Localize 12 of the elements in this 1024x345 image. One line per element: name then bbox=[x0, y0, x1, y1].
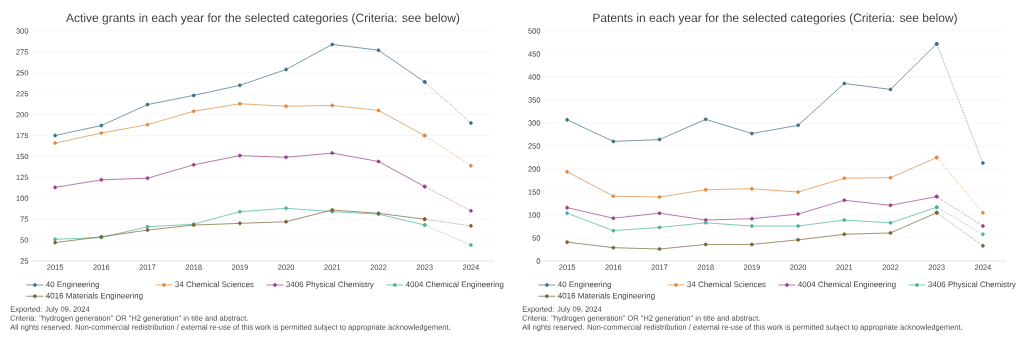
chart-title: Active grants in each year for the selected categories (Criteria: see below) bbox=[66, 13, 460, 25]
legend-label: 34 Chemical Sciences bbox=[687, 281, 766, 288]
legend-label: 40 Engineering bbox=[45, 281, 100, 289]
legend-label: 4016 Materials Engineering bbox=[45, 292, 143, 301]
legend-label: 4004 Chemical Engineering bbox=[798, 281, 896, 289]
legend-label: 4016 Materials Engineering bbox=[557, 292, 655, 301]
legend-label: 34 Chemical Sciences bbox=[175, 281, 254, 288]
legend-label: 4004 Chemical Engineering bbox=[405, 281, 504, 289]
chart-title: Patents in each year for the selected categories (Criteria: see below) bbox=[593, 13, 957, 25]
legend-label: 3406 Physical Chemistry bbox=[286, 281, 374, 289]
legend-label: 3406 Physical Chemistry bbox=[928, 281, 1016, 289]
legend-label: 40 Engineering bbox=[557, 281, 612, 289]
